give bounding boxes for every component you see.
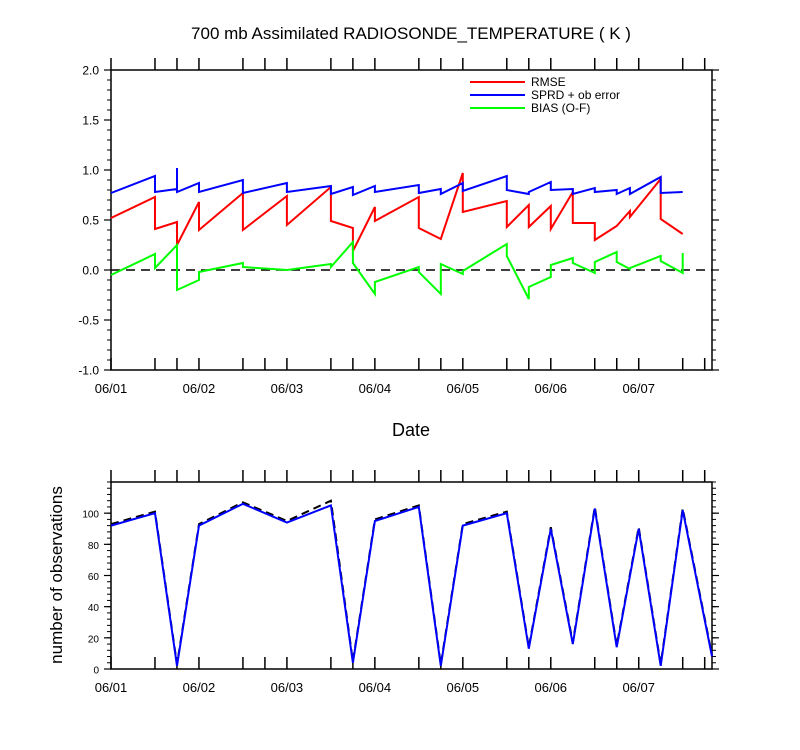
- top-y-tick-label: 0.5: [82, 214, 99, 228]
- top-x-tick-label: 06/02: [183, 381, 216, 396]
- top-y-tick-label: 1.5: [82, 114, 99, 128]
- series-line-bias-o-f: [110, 239, 684, 300]
- top-x-axis-label: Date: [392, 420, 430, 440]
- bottom-x-tick-label: 06/02: [183, 680, 216, 695]
- chart-title: 700 mb Assimilated RADIOSONDE_TEMPERATUR…: [191, 24, 631, 43]
- bottom-series-lines: [110, 499, 713, 667]
- bottom-panel: 06/01 06/02 06/03 06/04 06/05 06/06 06/07 0 20 40…: [47, 470, 719, 695]
- bottom-x-tick-label: 06/05: [447, 680, 480, 695]
- bottom-y-tick-label: 40: [88, 603, 100, 614]
- top-y-tick-label: 2.0: [82, 64, 99, 78]
- bottom-y-axis-label: number of observations: [47, 486, 66, 664]
- top-y-tick-label: 1.0: [82, 164, 99, 178]
- series-line-assimilated-observations: [110, 502, 713, 667]
- top-series-lines: [110, 168, 712, 300]
- top-x-tick-label: 06/07: [622, 381, 655, 396]
- bottom-y-tick-label: 100: [82, 510, 99, 521]
- top-y-tick-label: -1.0: [78, 364, 99, 378]
- series-line-sprd-ob-error: [110, 168, 683, 197]
- top-axis-ticks: 06/01 06/02 06/03 06/04 06/05 06/06 06/07 -1.0 -…: [78, 58, 719, 396]
- top-y-tick-label: 0.0: [82, 264, 99, 278]
- top-panel: 06/01 06/02 06/03 06/04 06/05 06/06 06/07 -1.0 -…: [78, 58, 719, 440]
- legend-label: RMSE: [531, 75, 566, 89]
- top-x-tick-label: 06/04: [359, 381, 392, 396]
- top-x-tick-label: 06/05: [447, 381, 480, 396]
- top-y-tick-label: -0.5: [78, 314, 99, 328]
- bottom-x-tick-label: 06/07: [622, 680, 655, 695]
- bottom-x-tick-label: 06/01: [95, 680, 128, 695]
- top-x-tick-label: 06/03: [271, 381, 304, 396]
- legend-label: BIAS (O-F): [531, 101, 590, 115]
- bottom-x-tick-label: 06/06: [535, 680, 568, 695]
- legend-label: SPRD + ob error: [531, 88, 620, 102]
- series-line-rmse: [110, 172, 684, 252]
- bottom-y-tick-label: 60: [88, 572, 100, 583]
- bottom-x-tick-label: 06/04: [359, 680, 392, 695]
- bottom-y-tick-label: 20: [88, 634, 100, 645]
- bottom-y-tick-label: 80: [88, 541, 100, 552]
- top-x-tick-label: 06/01: [95, 381, 128, 396]
- bottom-axis-ticks: 06/01 06/02 06/03 06/04 06/05 06/06 06/07 0 20 40…: [82, 470, 719, 695]
- bottom-x-tick-label: 06/03: [271, 680, 304, 695]
- bottom-y-tick-label: 0: [93, 666, 99, 677]
- top-x-tick-label: 06/06: [535, 381, 568, 396]
